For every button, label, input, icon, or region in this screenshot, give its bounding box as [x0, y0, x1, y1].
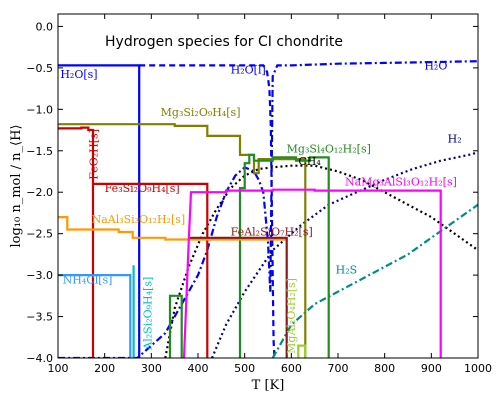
x-tick-label-3: 400	[188, 362, 209, 375]
x-tick-label-2: 300	[141, 362, 162, 375]
series-line-12	[182, 188, 442, 358]
series-label-13: NH₄Cl[s]	[63, 273, 113, 286]
series-line-13	[58, 274, 132, 358]
series-label-4: CH₄	[298, 155, 321, 168]
y-tick-label-5: −2.5	[26, 228, 53, 241]
plot-frame	[57, 13, 479, 359]
series-label-12: NaMg₃AlSi₃O₁₂H₂[s]	[345, 176, 457, 189]
axis-ticks: 100 200 300 400 500 600 700 800 900 1000 0.0 −0.5 −1…	[26, 14, 492, 375]
series-line-15	[297, 344, 307, 358]
series-line-11	[188, 236, 288, 358]
series-label-14: Al₂Si₂O₉H₄[s]	[141, 277, 154, 351]
series-label-2: H₂O	[424, 60, 447, 73]
y-tick-label-7: −3.5	[26, 311, 53, 324]
y-tick-label-2: −1.0	[26, 103, 53, 116]
y-tick-label-4: −2.0	[26, 186, 53, 199]
y-tick-label-1: −0.5	[26, 62, 53, 75]
series-line-5	[271, 203, 478, 358]
x-tick-label-7: 800	[374, 362, 395, 375]
y-tick-label-0: 0.0	[36, 20, 54, 33]
x-tick-label-5: 600	[281, 362, 302, 375]
series-label-3: H₂	[448, 132, 462, 145]
series-label-0: H₂O[s]	[60, 68, 97, 81]
y-axis-label: log₁₀ n_mol / n_⟨H⟩	[9, 124, 24, 247]
x-tick-label-1: 200	[94, 362, 115, 375]
chart-title: Hydrogen species for CI chondrite	[105, 34, 343, 50]
series-label-10: NaAl₃Si₃O₁₂H₂[s]	[92, 213, 186, 226]
series-label-7: Mg₃Si₄O₁₂H₂[s]	[287, 142, 371, 155]
plot-area: H₂O[s] H₂O[l] H₂O H₂ CH₄ H₂S Mg₃Si₂O₉H₄[s] Mg₃S…	[58, 60, 478, 358]
series-line-16	[168, 294, 183, 358]
series-label-6: Mg₃Si₂O₉H₄[s]	[161, 106, 241, 119]
series-line-1	[139, 64, 276, 358]
x-tick-label-9: 1000	[464, 362, 492, 375]
series-line-4	[164, 164, 478, 358]
series-label-11: FeAl₂SiO₇H₂[s]	[231, 225, 313, 238]
series-label-8: FeO₂H[s]	[88, 129, 101, 180]
y-tick-label-3: −1.5	[26, 145, 53, 158]
series-line-7	[238, 153, 330, 358]
x-axis-label: T [K]	[252, 378, 285, 393]
series-line-9	[93, 182, 209, 358]
series-line-8	[58, 126, 95, 358]
x-tick-label-0: 100	[48, 362, 69, 375]
series-line-10	[58, 216, 288, 241]
x-tick-label-8: 900	[421, 362, 442, 375]
series-label-9: Fe₃Si₂O₉H₄[s]	[105, 182, 180, 195]
y-tick-label-6: −3.0	[26, 269, 53, 282]
x-tick-label-4: 500	[234, 362, 255, 375]
series-lines	[58, 60, 478, 358]
y-tick-label-8: −4.0	[26, 352, 53, 365]
series-label-1: H₂O[l]	[231, 64, 266, 77]
x-tick-label-6: 700	[328, 362, 349, 375]
series-line-0	[58, 64, 141, 358]
series-label-15: MgAl₂O₄H₂[s]	[285, 278, 298, 354]
series-line-3	[210, 151, 478, 358]
series-label-5: H₂S	[336, 263, 358, 276]
